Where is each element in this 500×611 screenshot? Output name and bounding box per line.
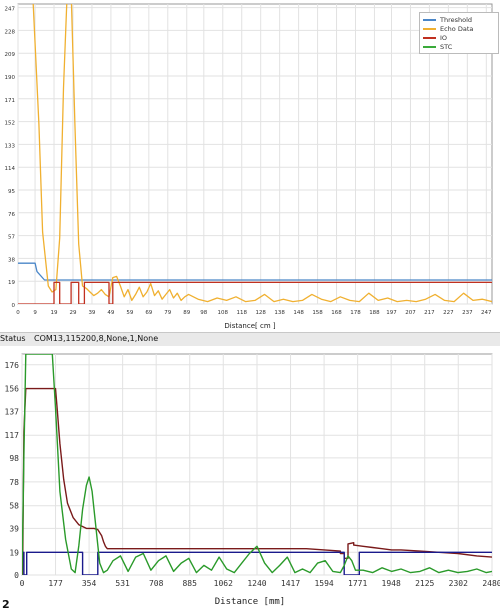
y-tick-label: 171 [5, 98, 16, 104]
y-tick-label: 57 [8, 235, 15, 241]
status-label: Status [0, 334, 26, 343]
legend-swatch-echo-data [423, 27, 436, 30]
y-tick-label: 137 [5, 407, 20, 416]
series-line-io [18, 281, 492, 304]
x-tick-label: 188 [369, 310, 380, 316]
series-line-echo-data [32, 4, 492, 303]
y-tick-label: 152 [5, 121, 16, 127]
y-tick-label: 190 [5, 75, 16, 81]
y-tick-label: 78 [9, 478, 19, 487]
x-tick-label: 2480 [482, 579, 500, 588]
y-tick-label: 98 [9, 454, 19, 463]
y-tick-label: 133 [5, 143, 16, 149]
y-tick-label: 38 [8, 257, 15, 263]
x-tick-label: 197 [386, 310, 397, 316]
x-tick-label: 2125 [415, 579, 434, 588]
legend-label-stc: STC [440, 42, 453, 51]
y-tick-label: 76 [8, 212, 15, 218]
x-tick-label: 158 [312, 310, 323, 316]
x-tick-label: 19 [51, 310, 58, 316]
y-tick-label: 228 [5, 29, 16, 35]
x-tick-label: 39 [88, 310, 95, 316]
x-tick-label: 118 [236, 310, 247, 316]
y-tick-label: 156 [5, 385, 20, 394]
y-tick-label: 39 [9, 524, 19, 533]
y-tick-label: 209 [5, 52, 16, 58]
x-tick-label: 128 [255, 310, 266, 316]
x-tick-label: 108 [218, 310, 229, 316]
y-tick-label: 19 [9, 548, 19, 557]
bottom-x-axis-title: Distance [mm] [214, 597, 286, 607]
x-tick-label: 1948 [382, 579, 401, 588]
y-tick-label: 19 [8, 280, 15, 286]
legend-label-echo-data: Echo Data [440, 24, 474, 33]
x-tick-label: 1594 [314, 579, 333, 588]
echo-chart-panel: 0 9 19 29 39 49 59 69 79 89 98 108 118 128 138 148 158 16… [4, 3, 499, 316]
y-tick-label: 0 [14, 571, 19, 580]
legend-swatch-stc [423, 45, 436, 48]
y-tick-label: 58 [9, 502, 19, 511]
distance-chart: 0 177 354 531 708 885 1062 1240 1417 1594 1771 1948… [5, 353, 500, 588]
y-tick-label: 114 [5, 166, 16, 172]
x-tick-label: 1062 [214, 579, 233, 588]
legend-swatch-io [423, 36, 436, 39]
chart-legend: Threshold Echo Data IO STC [419, 12, 499, 54]
x-tick-label: 531 [115, 579, 130, 588]
x-tick-label: 69 [145, 310, 152, 316]
y-tick-label: 247 [5, 7, 16, 13]
y-tick-label: 95 [8, 189, 15, 195]
x-tick-label: 9 [33, 310, 37, 316]
x-tick-label: 2302 [449, 579, 468, 588]
x-tick-label: 148 [293, 310, 304, 316]
y-tick-label: 0 [12, 303, 16, 309]
series-line-threshold [18, 262, 492, 281]
x-tick-label: 49 [107, 310, 114, 316]
x-tick-label: 168 [331, 310, 342, 316]
x-tick-label: 29 [69, 310, 76, 316]
series-line-0 [22, 387, 492, 575]
x-tick-label: 1240 [247, 579, 266, 588]
series-line-2 [22, 354, 492, 575]
distance-chart-panel: 0 177 354 531 708 885 1062 1240 1417 1594 1771 1948… [0, 346, 500, 611]
legend-label-threshold: Threshold [440, 15, 473, 24]
x-tick-label: 217 [424, 310, 435, 316]
x-tick-label: 237 [462, 310, 473, 316]
x-tick-label: 98 [200, 310, 207, 316]
legend-item-threshold: Threshold [423, 15, 495, 24]
x-tick-label: 177 [48, 579, 63, 588]
y-tick-label: 117 [5, 431, 20, 440]
echo-chart: 0 9 19 29 39 49 59 69 79 89 98 108 118 128 138 148 158 16… [5, 3, 493, 316]
legend-item-echo-data: Echo Data [423, 24, 495, 33]
x-tick-label: 354 [82, 579, 97, 588]
corner-mark: 2 [2, 598, 10, 611]
x-tick-label: 885 [182, 579, 197, 588]
x-tick-label: 227 [443, 310, 454, 316]
x-tick-label: 247 [481, 310, 492, 316]
x-tick-label: 0 [16, 310, 20, 316]
port-info: COM13,115200,8,None,1,None [34, 334, 159, 343]
plot-area [17, 3, 493, 305]
x-tick-label: 138 [274, 310, 285, 316]
x-tick-label: 79 [164, 310, 171, 316]
legend-item-io: IO [423, 33, 495, 42]
legend-label-io: IO [440, 33, 448, 42]
y-tick-label: 176 [5, 361, 20, 370]
x-tick-label: 59 [126, 310, 133, 316]
x-tick-label: 708 [149, 579, 164, 588]
x-tick-label: 89 [183, 310, 190, 316]
x-tick-label: 178 [350, 310, 361, 316]
legend-swatch-threshold [423, 18, 436, 21]
x-tick-label: 0 [20, 579, 25, 588]
x-tick-label: 1771 [348, 579, 367, 588]
x-tick-label: 1417 [281, 579, 300, 588]
legend-item-stc: STC [423, 42, 495, 51]
top-x-axis-title: Distance[ cm ] [224, 322, 276, 330]
x-tick-label: 207 [405, 310, 416, 316]
